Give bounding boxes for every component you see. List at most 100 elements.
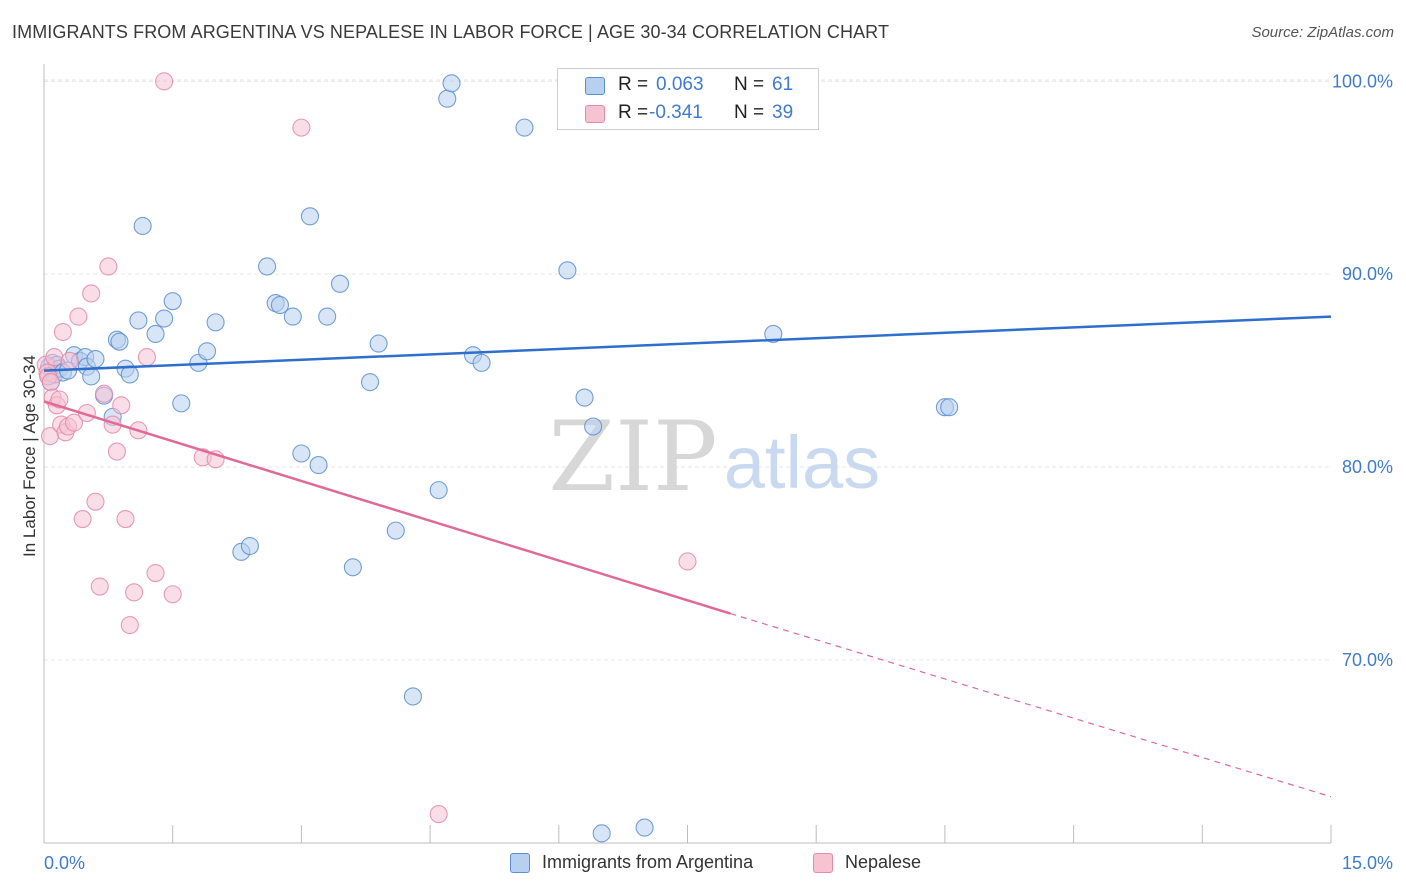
point-argentina	[584, 417, 603, 436]
point-argentina	[86, 349, 105, 369]
point-nepalese	[155, 72, 174, 91]
legend-n-label: N =	[734, 102, 765, 123]
legend-row-nepalese: R = -0.341 N = 39	[558, 100, 818, 128]
legend-r-label: R =	[618, 74, 649, 95]
data-points	[36, 72, 959, 843]
point-nepalese	[125, 583, 144, 602]
point-argentina	[343, 558, 362, 577]
axes	[43, 64, 1332, 844]
point-nepalese	[116, 510, 135, 529]
point-argentina	[133, 216, 152, 236]
chart-title: IMMIGRANTS FROM ARGENTINA VS NEPALESE IN…	[12, 22, 890, 42]
point-nepalese	[292, 118, 311, 137]
legend-n-value: 61	[772, 74, 794, 95]
point-argentina	[172, 394, 191, 413]
series-legend: Immigrants from Argentina Nepalese	[0, 852, 1406, 878]
point-argentina	[592, 824, 611, 843]
legend-n-label: N =	[734, 74, 765, 95]
legend-swatch-argentina	[510, 853, 530, 873]
point-argentina	[110, 332, 129, 351]
point-argentina	[635, 818, 654, 837]
point-nepalese	[45, 348, 64, 367]
point-nepalese	[678, 552, 697, 571]
point-argentina	[442, 74, 461, 93]
point-argentina	[515, 118, 534, 137]
point-argentina	[292, 444, 311, 463]
point-argentina	[309, 456, 328, 475]
trend-lines	[43, 315, 1332, 798]
legend-n-value: 39	[772, 102, 794, 123]
point-nepalese	[95, 384, 114, 403]
point-argentina	[270, 295, 290, 315]
point-nepalese	[82, 284, 101, 303]
point-nepalese	[69, 307, 88, 326]
point-nepalese	[99, 257, 118, 276]
point-argentina	[360, 373, 380, 392]
x-tick-label: 15.0%	[1342, 853, 1393, 873]
point-nepalese	[137, 348, 157, 367]
point-argentina	[120, 365, 139, 384]
point-nepalese	[107, 442, 126, 461]
point-argentina	[575, 388, 594, 407]
legend-swatch-argentina	[585, 77, 605, 95]
point-argentina	[558, 261, 577, 280]
y-tick-label: 100.0%	[1332, 71, 1393, 91]
point-argentina	[386, 521, 405, 540]
watermark: ZIP atlas	[548, 401, 880, 513]
legend-r-label: R =	[618, 102, 649, 123]
point-argentina	[283, 307, 302, 326]
point-argentina	[240, 537, 259, 556]
point-nepalese	[146, 563, 165, 583]
y-tick-label: 80.0%	[1342, 457, 1393, 477]
legend-r-value: 0.063	[656, 74, 704, 95]
correlation-legend: R = 0.063 N = 61 R = -0.341 N = 39	[557, 68, 819, 130]
tick-labels: 70.0% 80.0% 90.0% 100.0% 0.0% 15.0%	[44, 71, 1393, 873]
point-nepalese	[120, 616, 139, 635]
y-tick-label: 70.0%	[1342, 650, 1393, 670]
point-argentina	[318, 307, 337, 326]
point-nepalese	[41, 373, 60, 392]
point-argentina	[206, 313, 225, 332]
point-argentina	[300, 207, 320, 226]
point-argentina	[764, 324, 783, 344]
trend-line-nepalese-extension	[730, 612, 1332, 798]
point-argentina	[155, 309, 174, 328]
point-nepalese	[53, 322, 72, 342]
watermark-atlas: atlas	[724, 421, 880, 504]
point-argentina	[146, 324, 165, 344]
point-argentina	[369, 334, 388, 353]
trend-line-argentina	[43, 315, 1332, 372]
point-nepalese	[60, 351, 79, 370]
point-argentina	[429, 481, 448, 500]
grid-lines	[44, 79, 1331, 661]
legend-r-value: -0.341	[649, 102, 703, 123]
legend-row-argentina: R = 0.063 N = 61	[558, 72, 818, 100]
x-tick-label: 0.0%	[44, 853, 85, 873]
point-nepalese	[64, 413, 84, 432]
point-nepalese	[112, 396, 131, 415]
point-nepalese	[73, 510, 92, 529]
point-nepalese	[429, 805, 448, 824]
point-argentina	[472, 353, 491, 372]
trend-line-nepalese	[43, 400, 731, 615]
point-argentina	[197, 342, 217, 361]
legend-label-argentina: Immigrants from Argentina	[542, 852, 754, 872]
legend-swatch-nepalese	[585, 105, 605, 123]
legend-label-nepalese: Nepalese	[845, 852, 922, 872]
point-argentina	[129, 311, 148, 330]
source-credit: Source: ZipAtlas.com	[1251, 24, 1394, 41]
point-nepalese	[163, 585, 182, 604]
watermark-zip: ZIP	[548, 401, 717, 513]
point-argentina	[258, 257, 277, 276]
point-argentina	[438, 89, 457, 108]
legend-swatch-nepalese	[813, 853, 833, 873]
point-nepalese	[86, 492, 105, 511]
point-argentina	[163, 292, 182, 311]
y-tick-label: 90.0%	[1342, 264, 1393, 284]
point-argentina	[330, 274, 350, 293]
point-argentina	[403, 687, 422, 706]
point-argentina	[940, 398, 959, 417]
point-argentina	[82, 367, 101, 386]
point-nepalese	[90, 577, 109, 596]
